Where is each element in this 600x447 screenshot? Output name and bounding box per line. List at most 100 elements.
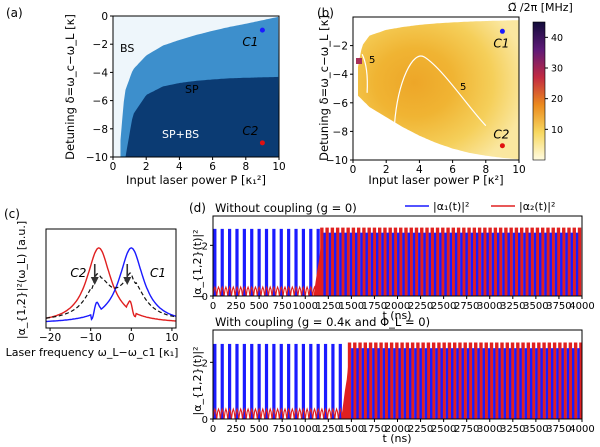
panel-d-x-tick-label: 1750 <box>362 424 387 435</box>
spike-alpha1 <box>294 343 298 419</box>
spike-alpha2 <box>431 342 436 419</box>
panel-d-x-tick-label: 500 <box>250 301 269 312</box>
spike-alpha2 <box>451 227 456 296</box>
point-c2-label: C2 <box>242 124 258 138</box>
spike-alpha2 <box>537 342 541 419</box>
spike-alpha2 <box>377 227 382 296</box>
spike-alpha2 <box>547 342 552 419</box>
spike-alpha1 <box>386 232 389 296</box>
spike-alpha1 <box>561 348 564 419</box>
spike-alpha1 <box>331 343 335 419</box>
spike-alpha1 <box>528 232 531 296</box>
panel-d-x-tick-label: 2000 <box>385 301 410 312</box>
spike-alpha2 <box>425 227 429 296</box>
panel-b-y-tick-label: −10 <box>326 155 348 167</box>
panel-d-x-tick-label: 2000 <box>385 424 410 435</box>
spike-alpha2 <box>367 227 371 296</box>
spike-alpha2 <box>551 227 555 296</box>
spike-alpha2 <box>542 342 546 419</box>
spike-alpha1 <box>333 232 337 296</box>
spike-alpha2 <box>531 342 536 419</box>
spike-alpha1 <box>414 348 417 419</box>
spike-alpha2 <box>468 342 473 419</box>
spike-alpha2 <box>458 342 462 419</box>
spike-alpha1 <box>294 228 298 296</box>
spike-alpha2 <box>567 227 571 296</box>
spike-alpha1 <box>338 343 342 419</box>
panel-d1-baseline <box>213 285 320 296</box>
panel-d-x-tick-label: 3000 <box>477 301 502 312</box>
spike-alpha1 <box>272 343 276 419</box>
panel-d-x-tick-label: 1500 <box>339 424 364 435</box>
panel-d: (d) Without coupling (g = 0) |α₁(t)|² |α… <box>189 200 595 445</box>
spike-alpha1 <box>428 232 431 296</box>
spike-alpha1 <box>470 232 474 296</box>
panel-d-x-tick-label: 1500 <box>339 301 364 312</box>
spike-alpha1 <box>403 348 407 419</box>
panel-b-y-tick-label: −8 <box>333 126 348 138</box>
spike-alpha1 <box>370 232 374 296</box>
spike-alpha2 <box>514 227 519 296</box>
panel-a-x-ticks: 0 2 4 6 8 10 <box>110 157 286 173</box>
spike-alpha1 <box>503 348 506 419</box>
spike-alpha2 <box>500 342 504 419</box>
panel-c-x-tick-label: −10 <box>80 332 102 344</box>
spike-alpha2 <box>495 342 499 419</box>
panel-b-x-ticks: 0 2 4 6 8 10 <box>350 160 526 176</box>
spike-alpha1 <box>279 228 283 296</box>
point-c2-label: C2 <box>493 128 509 142</box>
panel-a-xlabel: Input laser power P [κ₁²] <box>126 173 266 187</box>
spike-alpha2 <box>383 227 387 296</box>
spike-alpha1 <box>550 348 554 419</box>
transition <box>313 227 323 296</box>
spike-alpha2 <box>509 227 513 296</box>
panel-c: (c) C2 C1 −20 −10 0 10 Laser frequency ω_L−… <box>4 207 179 359</box>
panel-b-x-tick-label: 4 <box>416 164 423 176</box>
spike-alpha1 <box>377 348 380 419</box>
spike-alpha1 <box>381 232 384 296</box>
spike-alpha2 <box>505 342 509 419</box>
arrows <box>90 264 132 285</box>
arrow-head <box>90 277 99 285</box>
spike-alpha1 <box>228 343 232 419</box>
panel-b-xlabel: Input laser power P [κ²] <box>368 173 503 187</box>
panel-d-x-tick-label: 2500 <box>431 424 456 435</box>
region-label-bs: BS <box>120 42 134 55</box>
panel-c-xlabel: Laser frequency ω_L−ω_c1 [κ₁] <box>6 346 179 359</box>
spike-alpha1 <box>316 343 320 419</box>
spike-alpha1 <box>257 343 261 419</box>
panel-a-label: (a) <box>6 6 23 20</box>
spike-alpha2 <box>389 342 394 419</box>
spike-alpha2 <box>446 227 450 296</box>
point-c1 <box>259 27 265 33</box>
panel-d2-xlabel: t (ns) <box>382 432 411 445</box>
spike-alpha2 <box>358 342 362 419</box>
spike-alpha1 <box>560 232 563 296</box>
spike-alpha1 <box>556 348 559 419</box>
panel-d2-baseline <box>213 407 348 419</box>
colorbar-tick-label: 10 <box>551 125 563 136</box>
spike-alpha1 <box>466 348 470 419</box>
panel-a-y-tick-label: −8 <box>93 124 108 136</box>
spike-alpha1 <box>354 232 358 296</box>
spike-alpha1 <box>529 348 533 419</box>
colorbar-label: Ω̃ /2π [MHz] <box>508 1 573 14</box>
spike-alpha1 <box>235 343 239 419</box>
panel-d-x-tick-label: 4000 <box>569 301 594 312</box>
spike-alpha2 <box>395 342 399 419</box>
spike-alpha1 <box>228 228 232 296</box>
panel-a-x-tick-label: 6 <box>209 161 216 173</box>
spike-alpha2 <box>346 227 350 296</box>
spike-alpha2 <box>435 227 440 296</box>
panel-d-x-tick-label: 4000 <box>569 424 594 435</box>
spike-alpha1 <box>213 343 217 419</box>
colorbar-ticks: 10 20 30 40 <box>545 33 563 136</box>
spike-alpha2 <box>325 227 329 296</box>
panel-d2-x-ticks: 0 250 500 750 100012501500175020002250250027… <box>210 419 595 435</box>
spike-alpha1 <box>257 228 261 296</box>
panel-d1-xlabel: t (ns) <box>382 309 411 322</box>
spike-alpha1 <box>545 348 549 419</box>
spike-alpha1 <box>498 348 501 419</box>
spike-alpha1 <box>309 343 313 419</box>
spike-alpha1 <box>533 232 537 296</box>
